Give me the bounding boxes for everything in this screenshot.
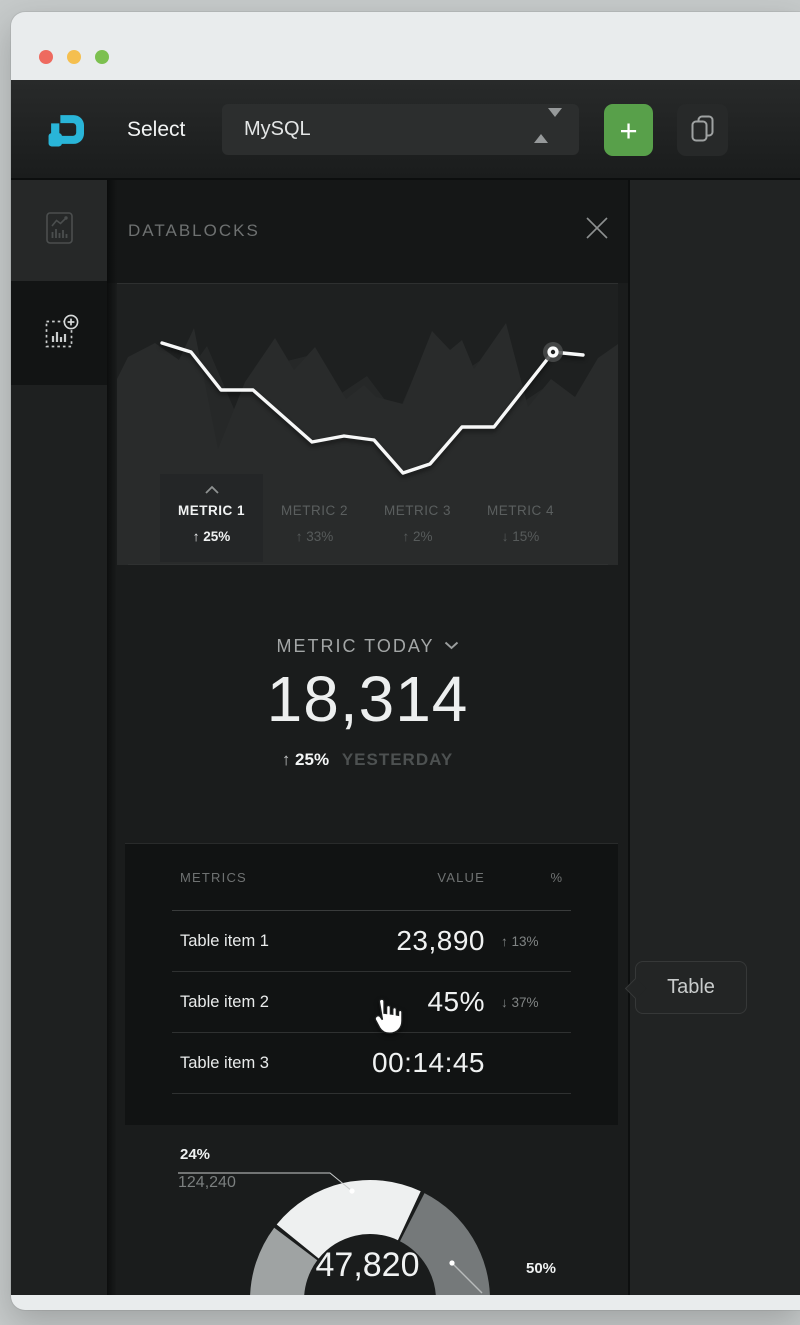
table-row[interactable]: Table item 2 45% ↓ 37%	[172, 972, 571, 1033]
chart-document-icon	[40, 209, 78, 252]
copy-button[interactable]	[677, 104, 728, 156]
tab-label: METRIC 4	[486, 503, 554, 518]
dropdown-sort-arrows-icon	[534, 108, 562, 143]
brand-logo-icon[interactable]	[47, 111, 84, 148]
caret-up-icon	[204, 481, 220, 499]
tab-metric-4[interactable]: METRIC 4 ↓ 15%	[469, 474, 572, 562]
metric-today-label: METRIC TODAY	[276, 636, 435, 656]
sidebar-item-datablock-library[interactable]	[11, 180, 107, 281]
sidebar	[11, 180, 107, 1295]
row-name: Table item 2	[180, 992, 269, 1011]
tab-label: METRIC 3	[383, 503, 451, 518]
donut-segment-50[interactable]	[398, 1193, 490, 1295]
donut-segment-24[interactable]	[276, 1179, 421, 1259]
row-delta: ↑ 13%	[501, 933, 539, 949]
row-delta: ↓ 37%	[501, 994, 539, 1010]
close-panel-button[interactable]	[584, 216, 610, 242]
tab-label: METRIC 1	[177, 503, 245, 518]
row-value: 23,890	[396, 925, 485, 956]
row-value: 00:14:45	[372, 1047, 485, 1078]
chevron-down-icon	[435, 636, 459, 656]
add-button[interactable]: +	[604, 104, 653, 156]
datasource-dropdown[interactable]: MySQL	[222, 104, 579, 155]
donut-segment-value-label: 124,240	[178, 1174, 236, 1191]
tooltip-text: Table	[667, 976, 715, 998]
zoom-window-button[interactable]	[95, 50, 109, 64]
dashboard-area[interactable]: Table	[628, 180, 800, 1295]
close-window-button[interactable]	[39, 50, 53, 64]
section-divider	[128, 564, 608, 565]
table-tooltip: Table	[635, 961, 747, 1014]
donut-segment-percent-label: 24%	[180, 1146, 211, 1163]
app-window: Select MySQL +	[11, 12, 800, 1310]
donut-datablock[interactable]	[130, 1140, 620, 1295]
donut-segment-percent-label: 50%	[526, 1260, 557, 1277]
row-name: Table item 3	[180, 1053, 269, 1072]
tab-delta: ↓ 15%	[501, 529, 540, 544]
metric-today-datablock[interactable]: METRIC TODAY 18,314 ↑ 25% YESTERDAY	[117, 564, 618, 843]
tab-delta: ↑ 25%	[192, 529, 231, 544]
row-name: Table item 1	[180, 931, 269, 950]
table-header-row: METRICS VALUE %	[172, 844, 571, 911]
donut-segment-rest[interactable]	[250, 1227, 318, 1295]
sparkline-datablock[interactable]: METRIC 1 ↑ 25% METRIC 2 ↑ 33% METRIC 3 ↑…	[117, 283, 618, 565]
metric-today-value: 18,314	[266, 663, 469, 735]
metric-today-delta: 25%	[295, 750, 330, 769]
column-header-metrics: METRICS	[180, 869, 247, 885]
tab-metric-3[interactable]: METRIC 3 ↑ 2%	[366, 474, 469, 562]
metric-tabs: METRIC 1 ↑ 25% METRIC 2 ↑ 33% METRIC 3 ↑…	[160, 474, 572, 562]
column-header-percent: %	[550, 869, 563, 885]
app-body: Select MySQL +	[11, 80, 800, 1295]
metric-today-comparison: ↑ 25% YESTERDAY	[117, 750, 618, 770]
minimize-window-button[interactable]	[67, 50, 81, 64]
table-row[interactable]: Table item 1 23,890 ↑ 13%	[172, 911, 571, 972]
metric-today-compare-label: YESTERDAY	[341, 750, 454, 769]
metric-today-selector[interactable]: METRIC TODAY	[117, 636, 618, 657]
datasource-dropdown-value: MySQL	[244, 118, 311, 140]
donut-center-value: 47,820	[315, 1246, 420, 1284]
panel-title: DATABLOCKS	[128, 221, 260, 240]
app-header: Select MySQL +	[11, 80, 800, 180]
tab-label: METRIC 2	[280, 503, 348, 518]
tab-metric-2[interactable]: METRIC 2 ↑ 33%	[263, 474, 366, 562]
leader-line-50	[451, 1262, 483, 1294]
up-arrow-icon: ↑	[281, 750, 291, 769]
add-datablock-icon	[39, 311, 79, 356]
datablocks-panel: DATABLOCKS	[107, 180, 628, 1295]
panel-header: DATABLOCKS	[107, 180, 628, 283]
copy-icon	[690, 114, 715, 146]
row-value: 45%	[427, 986, 485, 1017]
tab-delta: ↑ 2%	[402, 529, 433, 544]
hand-cursor-icon	[368, 996, 403, 1043]
table-datablock[interactable]: METRICS VALUE % Table item 1 23,890 ↑ 13…	[125, 843, 618, 1125]
table-row[interactable]: Table item 3 00:14:45	[172, 1033, 571, 1094]
column-header-value: VALUE	[437, 869, 485, 885]
tab-delta: ↑ 33%	[295, 529, 334, 544]
titlebar	[11, 12, 800, 80]
sidebar-item-add-datablock[interactable]	[11, 281, 107, 385]
close-icon	[585, 217, 609, 243]
leader-line-24	[178, 1172, 353, 1192]
select-label: Select	[127, 118, 186, 141]
tab-metric-1[interactable]: METRIC 1 ↑ 25%	[160, 474, 263, 562]
